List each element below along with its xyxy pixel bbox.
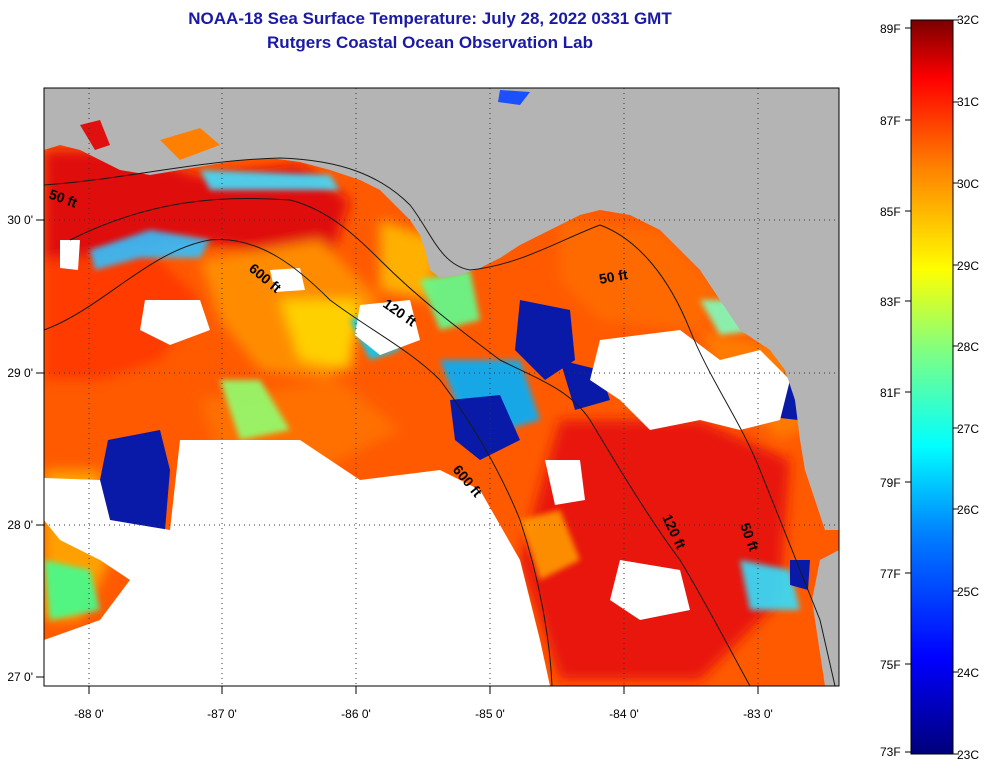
lat-tick-label: 29 0' [7,366,33,380]
colorbar-c-label: 32C [957,13,980,27]
temperature-colorbar [910,19,954,755]
colorbar-f-label: 79F [880,476,901,490]
colorbar-f-label: 77F [880,567,901,581]
contour-label-50ft-east: 50 ft [598,266,629,287]
colorbar-f-label: 85F [880,205,901,219]
lat-tick-label: 28 0' [7,518,33,532]
colorbar-c-label: 29C [957,259,980,273]
colorbar-c-label: 24C [957,666,980,680]
lon-tick-label: -88 0' [74,707,104,721]
colorbar-f-label: 75F [880,658,901,672]
lat-tick-label: 27 0' [7,670,33,684]
colorbar-c-label: 26C [957,503,980,517]
colorbar-f-label: 73F [880,745,901,759]
colorbar-c-label: 23C [957,748,980,762]
map-subtitle: Rutgers Coastal Ocean Observation Lab [267,33,593,52]
colorbar-f-label: 89F [880,22,901,36]
colorbar-c-label: 30C [957,177,980,191]
lat-tick-label: 30 0' [7,213,33,227]
colorbar-c-label: 27C [957,422,980,436]
lon-tick-label: -86 0' [341,707,371,721]
colorbar-f-label: 81F [880,386,901,400]
map-frame [43,87,840,687]
colorbar-c-label: 25C [957,585,980,599]
lon-tick-label: -83 0' [743,707,773,721]
land-region [44,88,839,530]
lon-tick-label: -87 0' [207,707,237,721]
map-title: NOAA-18 Sea Surface Temperature: July 28… [188,9,672,28]
colorbar-f-label: 87F [880,114,901,128]
colorbar-c-label: 31C [957,95,980,109]
colorbar-c-label: 28C [957,340,980,354]
lon-tick-label: -85 0' [475,707,505,721]
colorbar-f-label: 83F [880,295,901,309]
lon-tick-label: -84 0' [609,707,639,721]
